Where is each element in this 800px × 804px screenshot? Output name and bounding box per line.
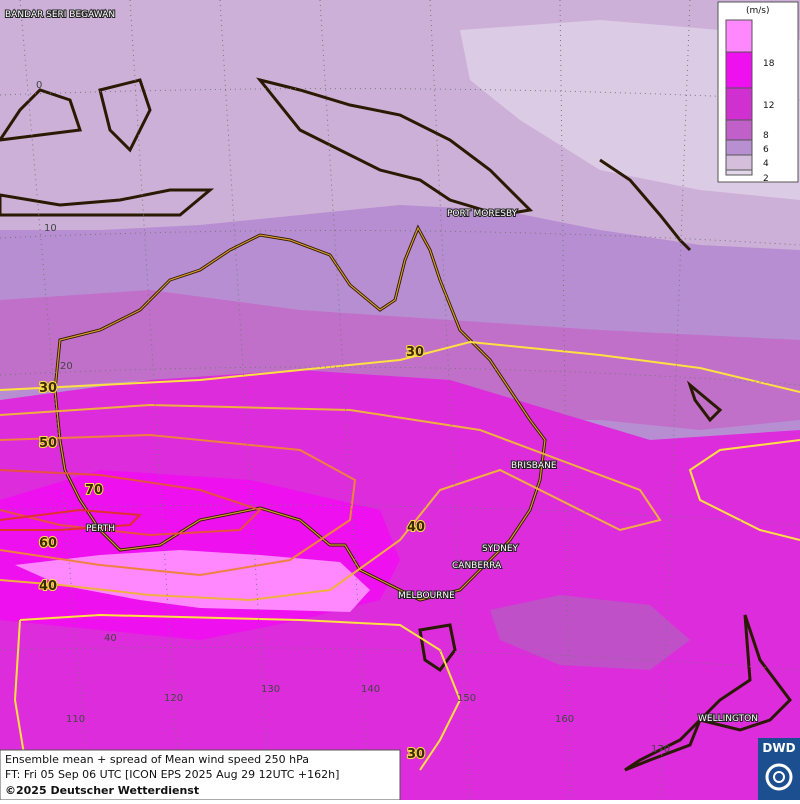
- contour-label: 40: [407, 520, 425, 535]
- coastline: [0, 77, 792, 772]
- place-label: SYDNEY: [482, 544, 519, 554]
- contour-label: 40: [39, 579, 57, 594]
- place-label: PORT MORESBY: [447, 209, 518, 219]
- light-region: [460, 20, 800, 200]
- caption-box: [0, 749, 401, 801]
- grid-label: 170: [651, 744, 670, 755]
- contour-label: 30: [39, 381, 57, 396]
- logo-text: DWD: [762, 741, 795, 755]
- mid-region: [490, 595, 690, 670]
- legend-label: 18: [763, 59, 775, 69]
- legend-swatch: [725, 119, 753, 141]
- place-label: BANDAR SERI BEGAWAN: [5, 10, 115, 20]
- grid-label: 160: [555, 714, 574, 725]
- legend-unit: (m/s): [746, 6, 770, 16]
- contour-label: 50: [39, 436, 57, 451]
- legend-label: 12: [763, 101, 774, 111]
- legend-swatch: [725, 19, 753, 53]
- legend-swatch: [725, 87, 753, 121]
- place-label: MELBOURNE: [398, 591, 455, 601]
- place-label: PERTH: [86, 524, 115, 534]
- legend-label: 4: [763, 159, 769, 169]
- contour-label: 30: [407, 747, 425, 762]
- grid-label: 20: [60, 361, 73, 372]
- grid-label: 120: [164, 693, 183, 704]
- legend-label: 8: [763, 131, 769, 141]
- grid-label: 140: [361, 684, 380, 695]
- legend-swatch: [725, 154, 753, 171]
- contour-label: 60: [39, 536, 57, 551]
- place-label: BRISBANE: [511, 461, 557, 471]
- caption-line: ©2025 Deutscher Wetterdienst: [5, 784, 199, 797]
- caption-line: Ensemble mean + spread of Mean wind spee…: [5, 753, 309, 766]
- contour: [0, 340, 800, 801]
- grid-label: 40: [104, 633, 117, 644]
- contour-label: 70: [85, 483, 103, 498]
- place-label: WELLINGTON: [698, 714, 758, 724]
- grid-label: 110: [66, 714, 85, 725]
- legend-label: 6: [763, 145, 769, 155]
- place-label: CANBERRA: [452, 561, 502, 571]
- grid-label: 150: [457, 693, 476, 704]
- logo-icon: [773, 771, 785, 783]
- legend-swatch: [725, 51, 753, 89]
- grid-label: 130: [261, 684, 280, 695]
- legend: (m/s) 18 12 8 6 4 2: [717, 1, 799, 184]
- legend-label: 2: [763, 174, 769, 184]
- logo-icon: [765, 763, 793, 791]
- caption-line: FT: Fri 05 Sep 06 UTC [ICON EPS 2025 Aug…: [5, 768, 339, 781]
- grid-label: 0: [36, 80, 42, 91]
- contour-label: 30: [406, 345, 424, 360]
- legend-swatch: [725, 169, 753, 176]
- grid-label: 10: [44, 223, 57, 234]
- legend-swatch: [725, 139, 753, 156]
